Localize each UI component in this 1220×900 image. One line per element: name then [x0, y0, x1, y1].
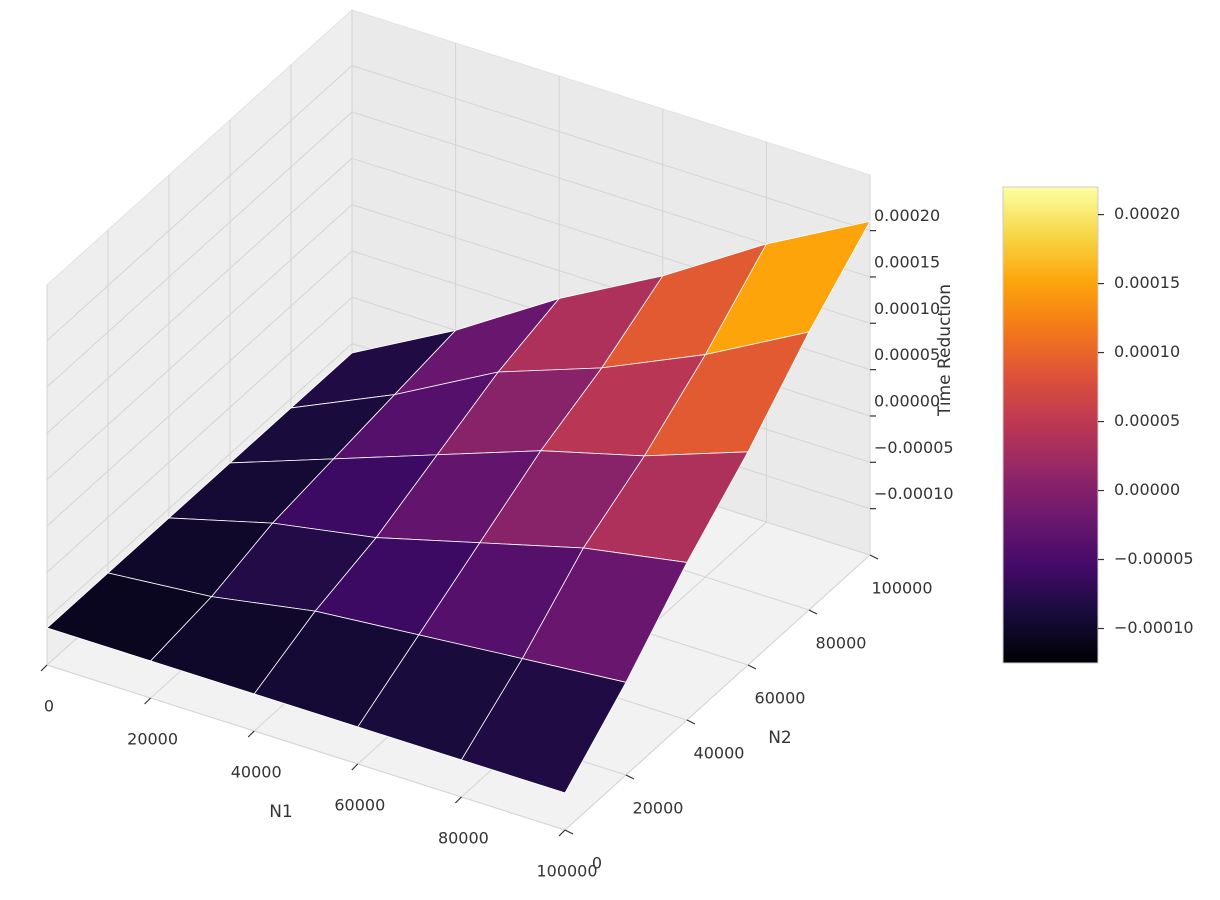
- y-tick-label: 0: [592, 854, 602, 873]
- x-tick-mark: [558, 829, 566, 837]
- y-tick-label: 20000: [633, 799, 684, 818]
- x-tick-label: 80000: [438, 829, 489, 848]
- x-tick-mark: [351, 763, 359, 771]
- x-tick-label: 0: [44, 697, 54, 716]
- x-tick-mark: [144, 697, 152, 705]
- z-axis-label: Time Reduction: [935, 284, 955, 417]
- z-tick-label: −0.00005: [874, 438, 954, 457]
- z-tick-label: 0.00005: [874, 345, 940, 364]
- y-tick-mark: [808, 609, 818, 615]
- grid-line: [46, 296, 353, 573]
- colorbar-tick-label: 0.00005: [1114, 411, 1180, 430]
- y-tick-mark: [869, 554, 879, 560]
- grid-line: [564, 554, 871, 831]
- grid-line: [46, 157, 353, 434]
- y-tick-mark: [564, 829, 574, 835]
- y-tick-mark: [686, 719, 696, 725]
- colorbar-tick-label: −0.00010: [1114, 618, 1194, 637]
- y-axis-label: N2: [768, 728, 792, 748]
- x-tick-label: 100000: [536, 862, 597, 881]
- z-tick-label: 0.00015: [874, 252, 940, 271]
- z-tick-label: 0.00010: [874, 299, 940, 318]
- colorbar-tick-label: −0.00005: [1114, 549, 1194, 568]
- colorbar-tick-label: 0.00020: [1114, 204, 1180, 223]
- y-tick-label: 40000: [694, 744, 745, 763]
- z-tick-label: −0.00010: [874, 484, 954, 503]
- x-tick-mark: [454, 796, 462, 804]
- z-tick-label: 0.00000: [874, 391, 940, 410]
- grid-line: [46, 111, 353, 388]
- x-tick-mark: [247, 730, 255, 738]
- x-axis-label: N1: [269, 802, 293, 822]
- z-tick-label: 0.00020: [874, 206, 940, 225]
- y-tick-mark: [625, 774, 635, 780]
- colorbar-tick-label: 0.00015: [1114, 273, 1180, 292]
- grid-line: [46, 204, 353, 481]
- y-tick-mark: [747, 664, 757, 670]
- grid-line: [46, 343, 353, 620]
- x-tick-label: 40000: [231, 763, 282, 782]
- grid-line: [46, 664, 566, 831]
- y-tick-label: 80000: [816, 634, 867, 653]
- colorbar-tick-label: 0.00010: [1114, 342, 1180, 361]
- colorbar: [1002, 186, 1099, 664]
- surface-cell: [460, 658, 627, 794]
- x-tick-label: 60000: [334, 796, 385, 815]
- y-tick-label: 100000: [871, 579, 932, 598]
- grid-line: [46, 250, 353, 527]
- colorbar-tick-label: 0.00000: [1114, 480, 1180, 499]
- x-tick-label: 20000: [127, 730, 178, 749]
- x-tick-mark: [40, 664, 48, 672]
- grid-line: [46, 65, 353, 341]
- y-tick-label: 60000: [755, 689, 806, 708]
- grid-line: [351, 65, 871, 232]
